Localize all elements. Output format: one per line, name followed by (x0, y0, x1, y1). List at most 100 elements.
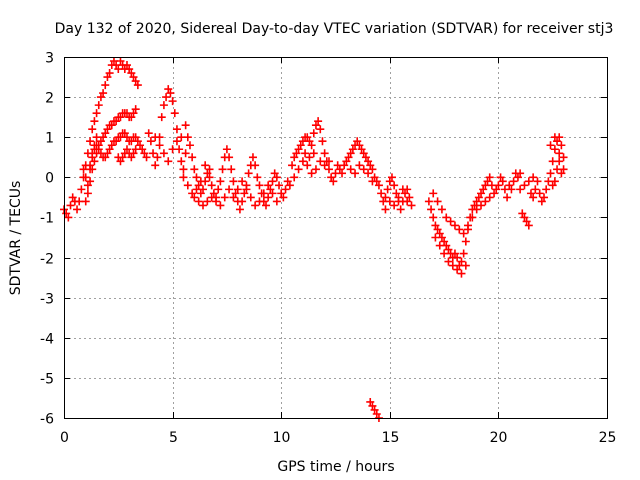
data-point (472, 205, 481, 214)
y-tick-label: 0 (45, 171, 54, 187)
data-point (185, 141, 194, 150)
data-point (364, 169, 373, 178)
data-point (435, 229, 444, 238)
data-point (151, 133, 160, 142)
data-point (311, 165, 320, 174)
data-point (468, 213, 477, 222)
data-point (116, 57, 125, 66)
data-point (253, 173, 262, 182)
data-point (305, 153, 314, 162)
data-point (251, 201, 260, 210)
data-point (233, 185, 242, 194)
data-point (92, 133, 101, 142)
data-point (136, 141, 145, 150)
x-axis-label: GPS time / hours (277, 459, 394, 475)
data-point (535, 189, 544, 198)
data-point (368, 165, 377, 174)
data-point (90, 117, 99, 126)
data-point (229, 177, 238, 186)
data-point (181, 149, 190, 158)
data-point (320, 161, 329, 170)
data-point (162, 93, 171, 102)
data-point (157, 113, 166, 122)
data-point (529, 173, 538, 182)
data-point (99, 89, 108, 98)
data-point (540, 193, 549, 202)
data-point (188, 189, 197, 198)
data-point (433, 197, 442, 206)
data-point (459, 249, 468, 258)
y-axis-tick-labels: 3 2 1 0 -1 -2 -3 -4 -5 -6 (40, 51, 54, 428)
data-point (220, 193, 229, 202)
data-point (292, 149, 301, 158)
data-point (457, 269, 466, 278)
data-point (546, 169, 555, 178)
data-point (205, 173, 214, 182)
data-point (364, 157, 373, 166)
data-point (359, 149, 368, 158)
data-point (377, 189, 386, 198)
data-point (483, 177, 492, 186)
data-point (177, 157, 186, 166)
data-point (90, 157, 99, 166)
data-point (370, 405, 379, 414)
data-point (444, 257, 453, 266)
chart-title: Day 132 of 2020, Sidereal Day-to-day VTE… (55, 21, 614, 37)
data-point (131, 145, 140, 154)
data-point (559, 165, 568, 174)
data-point (83, 181, 92, 190)
data-point (309, 149, 318, 158)
data-point (531, 185, 540, 194)
data-point (201, 161, 210, 170)
data-point (122, 61, 131, 70)
data-point (303, 161, 312, 170)
data-point (329, 177, 338, 186)
data-point (381, 205, 390, 214)
data-point (181, 121, 190, 130)
data-point (485, 173, 494, 182)
data-point (526, 189, 535, 198)
y-tick-label: -1 (40, 211, 54, 227)
data-point (272, 197, 281, 206)
data-point (240, 189, 249, 198)
x-tick-label: 20 (490, 430, 508, 446)
data-point (179, 173, 188, 182)
data-point (390, 181, 399, 190)
data-point (88, 149, 97, 158)
data-point (372, 409, 381, 418)
data-point (103, 125, 112, 134)
data-point (498, 177, 507, 186)
data-point (166, 89, 175, 98)
data-point (405, 193, 414, 202)
data-point (366, 161, 375, 170)
data-point (516, 169, 525, 178)
data-point (196, 189, 205, 198)
data-point (238, 197, 247, 206)
data-point (231, 189, 240, 198)
data-point (479, 185, 488, 194)
data-point (222, 145, 231, 154)
data-point (177, 133, 186, 142)
data-point (188, 153, 197, 162)
data-point (212, 197, 221, 206)
data-point (472, 197, 481, 206)
data-point (529, 193, 538, 202)
data-point (196, 177, 205, 186)
data-point (520, 213, 529, 222)
data-point (133, 81, 142, 90)
data-point (288, 161, 297, 170)
data-point (107, 141, 116, 150)
data-point (359, 165, 368, 174)
data-point (455, 225, 464, 234)
data-point (125, 65, 134, 74)
data-point (557, 169, 566, 178)
data-point (474, 193, 483, 202)
data-point (448, 261, 457, 270)
data-point (264, 181, 273, 190)
data-point (120, 129, 129, 138)
data-point (368, 401, 377, 410)
data-point (505, 181, 514, 190)
data-point (105, 69, 114, 78)
data-point (127, 113, 136, 122)
